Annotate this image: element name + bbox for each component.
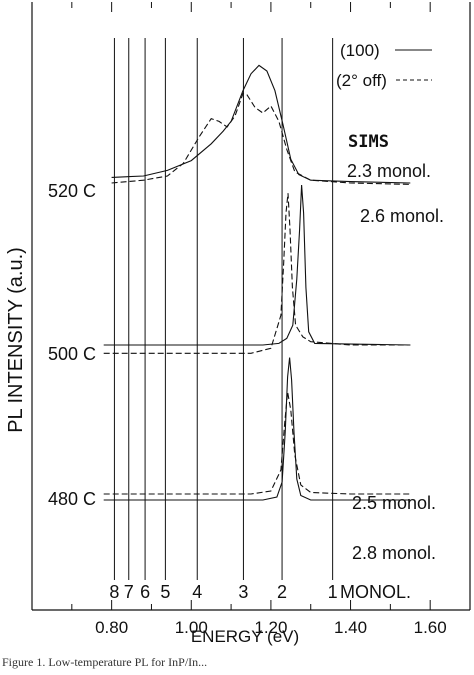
monolayer-number: 3 bbox=[238, 582, 248, 602]
sims-520-solid: 2.3 monol. bbox=[347, 161, 431, 181]
monolayer-number: 8 bbox=[109, 582, 119, 602]
legend-entry-2deg: (2° off) bbox=[336, 71, 387, 90]
monolayer-number: 1 bbox=[328, 582, 338, 602]
plot-frame bbox=[31, 2, 471, 611]
monolayer-number: 2 bbox=[277, 582, 287, 602]
pl-traces bbox=[103, 64, 411, 501]
pl-trace-500c-off bbox=[103, 193, 411, 354]
x-tick-label: 1.00 bbox=[175, 618, 208, 637]
temp-label-500: 500 C bbox=[48, 344, 96, 364]
monolayer-number: 7 bbox=[124, 582, 134, 602]
pl-trace-500c-100 bbox=[103, 184, 411, 346]
monolayer-number: 4 bbox=[192, 582, 202, 602]
x-tick-label: 1.20 bbox=[254, 618, 287, 637]
sims-label: SIMS bbox=[348, 132, 389, 152]
y-axis-label: PL INTENSITY (a.u.) bbox=[5, 247, 27, 433]
legend-entry-100: (100) bbox=[340, 41, 380, 60]
temp-label-480: 480 C bbox=[48, 489, 96, 509]
pl-trace-480c-off bbox=[103, 391, 411, 495]
x-tick-label: 1.60 bbox=[414, 618, 447, 637]
temp-label-520: 520 C bbox=[48, 181, 96, 201]
x-tick-label: 1.40 bbox=[334, 618, 367, 637]
sims-480-dashed: 2.8 monol. bbox=[352, 543, 436, 563]
sims-480-solid: 2.5 monol. bbox=[352, 493, 436, 513]
x-tick-label: 0.80 bbox=[95, 618, 128, 637]
x-axis-label: ENERGY (eV) bbox=[191, 627, 299, 646]
sims-520-dashed: 2.6 monol. bbox=[360, 206, 444, 226]
chart-labels: PL INTENSITY (a.u.) ENERGY (eV) (100) (2… bbox=[5, 41, 444, 646]
monolayer-number: 6 bbox=[140, 582, 150, 602]
monolayer-number: 5 bbox=[160, 582, 170, 602]
pl-trace-520c-off bbox=[111, 92, 411, 185]
figure-caption: Figure 1. Low-temperature PL for InP/In.… bbox=[2, 655, 208, 669]
x-axis: 0.80 1.00 1.20 1.40 1.60 bbox=[71, 2, 447, 637]
monol-label: MONOL. bbox=[340, 582, 411, 602]
pl-trace-480c-100 bbox=[103, 357, 411, 501]
